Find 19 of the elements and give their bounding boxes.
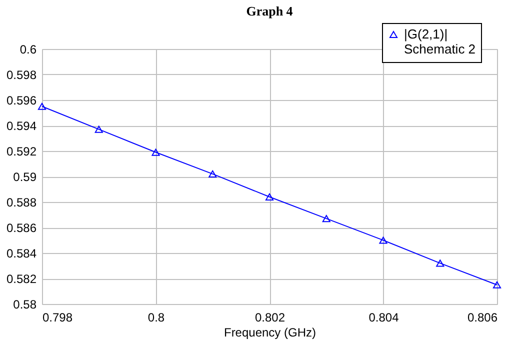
x-tick-label: 0.806 — [467, 310, 498, 324]
y-tick-label: 0.588 — [6, 196, 37, 210]
chart-title: Graph 4 — [246, 4, 294, 18]
legend-label: |G(2,1)| Schematic 2 — [404, 26, 476, 56]
y-tick-label: 0.584 — [6, 246, 37, 260]
y-tick-label: 0.598 — [6, 68, 37, 82]
y-tick-label: 0.59 — [13, 170, 37, 184]
y-tick-label: 0.586 — [6, 221, 37, 235]
y-tick-label: 0.596 — [6, 94, 37, 108]
y-tick-label: 0.582 — [6, 272, 37, 286]
x-tick-label: 0.798 — [42, 310, 73, 324]
x-tick-label: 0.8 — [148, 310, 165, 324]
y-tick-label: 0.594 — [6, 119, 37, 133]
y-tick-label: 0.592 — [6, 144, 37, 158]
y-tick-label: 0.58 — [13, 298, 37, 312]
x-axis-title: Frequency (GHz) — [224, 326, 316, 340]
x-tick-label: 0.804 — [368, 310, 400, 324]
x-tick-label: 0.802 — [254, 310, 286, 324]
y-tick-label: 0.6 — [20, 42, 37, 56]
